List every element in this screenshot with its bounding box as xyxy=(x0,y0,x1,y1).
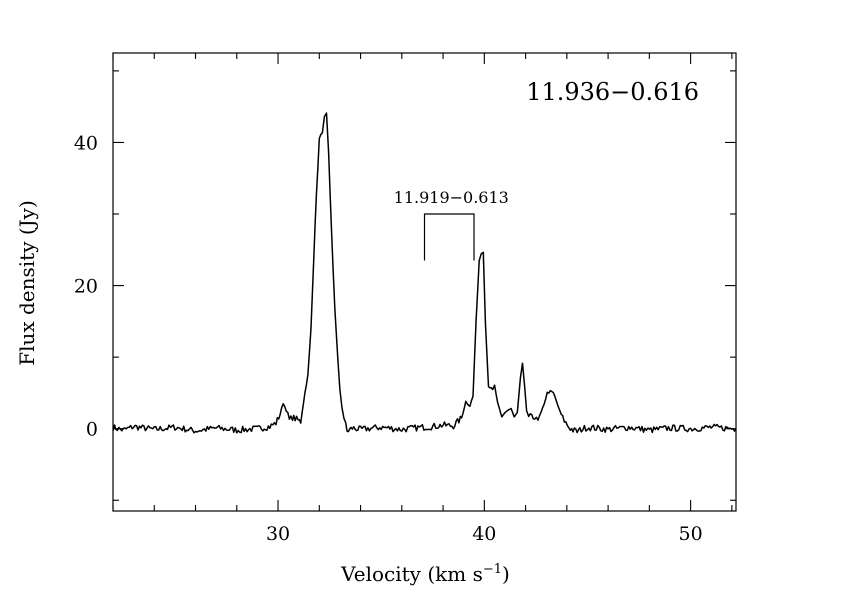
x-axis-title-close: ) xyxy=(502,562,510,586)
plot-frame-group xyxy=(112,52,737,512)
y-tick-label: 40 xyxy=(74,132,98,154)
y-tick-labels: 0 20 40 xyxy=(74,132,98,440)
y-tick-label: 0 xyxy=(86,419,98,441)
plot-frame xyxy=(112,52,737,512)
x-tick-labels: 30 40 50 xyxy=(266,523,703,545)
spectrum-line xyxy=(112,112,737,434)
x-axis-title-main: Velocity (km s xyxy=(340,562,483,586)
chart-title: 11.936−0.616 xyxy=(526,78,699,106)
x-tick-label: 40 xyxy=(472,523,496,545)
x-tick-label: 30 xyxy=(266,523,290,545)
x-tick-label: 50 xyxy=(679,523,703,545)
x-axis-title: Velocity (km s−1) xyxy=(340,562,510,586)
annotation-bracket xyxy=(423,213,475,261)
axis-ticks xyxy=(112,53,736,511)
y-axis-title: Flux density (Jy) xyxy=(15,200,39,366)
x-axis-title-exponent: −1 xyxy=(483,562,502,577)
y-tick-label: 20 xyxy=(74,276,98,298)
annotation-label: 11.919−0.613 xyxy=(394,188,509,207)
